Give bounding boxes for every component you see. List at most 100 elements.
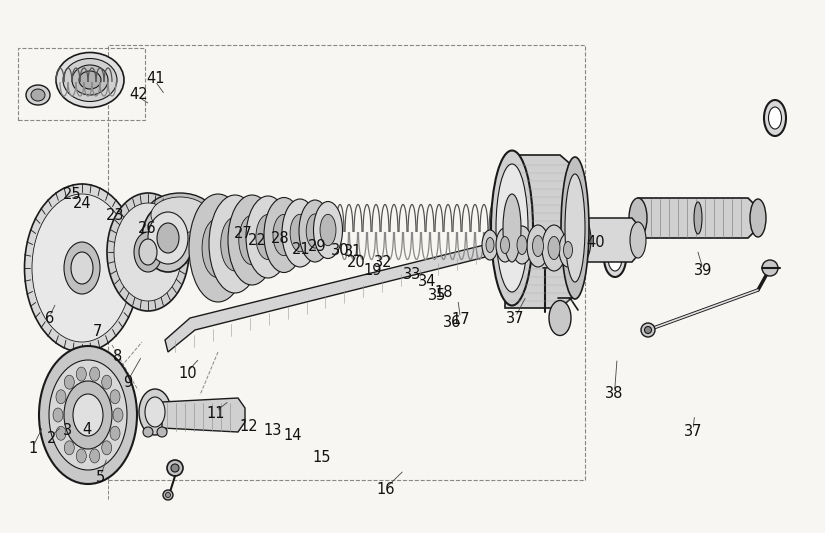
Text: 35: 35 <box>428 288 446 303</box>
Text: 29: 29 <box>309 239 327 254</box>
Ellipse shape <box>320 214 336 246</box>
Ellipse shape <box>573 218 591 262</box>
Polygon shape <box>162 398 245 432</box>
Ellipse shape <box>238 215 265 265</box>
Ellipse shape <box>750 199 766 237</box>
Text: 42: 42 <box>130 87 148 102</box>
Ellipse shape <box>171 464 179 472</box>
Ellipse shape <box>56 52 124 108</box>
Text: 11: 11 <box>207 406 225 421</box>
Ellipse shape <box>202 219 234 278</box>
Ellipse shape <box>501 237 510 254</box>
Ellipse shape <box>548 237 560 260</box>
Text: 14: 14 <box>284 429 302 443</box>
Ellipse shape <box>64 381 112 449</box>
Ellipse shape <box>157 223 179 253</box>
Ellipse shape <box>641 323 655 337</box>
Text: 32: 32 <box>375 255 393 270</box>
Text: 41: 41 <box>146 71 164 86</box>
Ellipse shape <box>79 71 101 89</box>
Text: 13: 13 <box>263 423 281 438</box>
Text: 30: 30 <box>331 243 349 258</box>
Ellipse shape <box>139 389 171 435</box>
Ellipse shape <box>39 346 137 484</box>
Ellipse shape <box>299 200 331 262</box>
Text: 25: 25 <box>64 187 82 202</box>
Ellipse shape <box>561 157 589 299</box>
Ellipse shape <box>64 441 74 455</box>
Ellipse shape <box>63 59 117 101</box>
Ellipse shape <box>114 203 182 301</box>
Text: 28: 28 <box>271 231 290 246</box>
Ellipse shape <box>559 233 577 267</box>
Text: 5: 5 <box>96 470 106 484</box>
Text: 23: 23 <box>106 208 125 223</box>
Text: 37: 37 <box>507 311 525 326</box>
Text: 22: 22 <box>248 233 266 248</box>
Ellipse shape <box>90 367 100 381</box>
Ellipse shape <box>64 375 74 389</box>
Ellipse shape <box>77 449 87 463</box>
Polygon shape <box>638 198 758 238</box>
Ellipse shape <box>608 245 622 271</box>
Text: 9: 9 <box>123 375 133 390</box>
Text: 12: 12 <box>240 419 258 434</box>
Text: 8: 8 <box>112 349 122 364</box>
Ellipse shape <box>549 301 571 335</box>
Ellipse shape <box>110 426 120 440</box>
Ellipse shape <box>26 85 50 105</box>
Text: 34: 34 <box>418 274 436 289</box>
Ellipse shape <box>145 397 165 427</box>
Ellipse shape <box>512 226 532 264</box>
Ellipse shape <box>604 239 626 277</box>
Ellipse shape <box>166 492 171 497</box>
Ellipse shape <box>764 100 786 136</box>
Ellipse shape <box>56 390 66 404</box>
Ellipse shape <box>769 107 781 129</box>
Text: 39: 39 <box>694 263 712 278</box>
Text: 26: 26 <box>138 221 156 236</box>
Text: 31: 31 <box>344 244 362 259</box>
Ellipse shape <box>72 65 108 95</box>
Ellipse shape <box>101 375 111 389</box>
Ellipse shape <box>113 408 123 422</box>
Ellipse shape <box>496 228 514 262</box>
Ellipse shape <box>77 367 87 381</box>
Ellipse shape <box>31 89 45 101</box>
Ellipse shape <box>148 212 188 264</box>
Ellipse shape <box>32 194 132 342</box>
Ellipse shape <box>630 222 646 258</box>
Ellipse shape <box>694 202 702 234</box>
Polygon shape <box>582 218 638 262</box>
Ellipse shape <box>221 217 249 271</box>
Text: 7: 7 <box>92 324 102 339</box>
Ellipse shape <box>73 394 103 436</box>
Polygon shape <box>505 155 575 308</box>
Ellipse shape <box>496 164 528 292</box>
Ellipse shape <box>139 239 157 265</box>
Ellipse shape <box>53 408 63 422</box>
Ellipse shape <box>290 214 310 252</box>
Text: 18: 18 <box>435 285 453 300</box>
Text: 19: 19 <box>364 263 382 278</box>
Text: 36: 36 <box>443 315 461 330</box>
Text: 20: 20 <box>347 255 365 270</box>
Ellipse shape <box>282 199 318 267</box>
Ellipse shape <box>486 238 494 253</box>
Ellipse shape <box>246 196 290 278</box>
Ellipse shape <box>90 449 100 463</box>
Ellipse shape <box>167 460 183 476</box>
Polygon shape <box>165 220 585 352</box>
Text: 1: 1 <box>28 441 38 456</box>
Text: 6: 6 <box>45 311 54 326</box>
Ellipse shape <box>542 225 566 271</box>
Ellipse shape <box>532 236 544 256</box>
Ellipse shape <box>142 204 194 272</box>
Text: 38: 38 <box>606 386 624 401</box>
Ellipse shape <box>228 195 276 285</box>
Text: 27: 27 <box>234 226 252 241</box>
Ellipse shape <box>256 214 280 260</box>
Text: 4: 4 <box>82 422 92 437</box>
Ellipse shape <box>157 427 167 437</box>
Ellipse shape <box>71 252 93 284</box>
